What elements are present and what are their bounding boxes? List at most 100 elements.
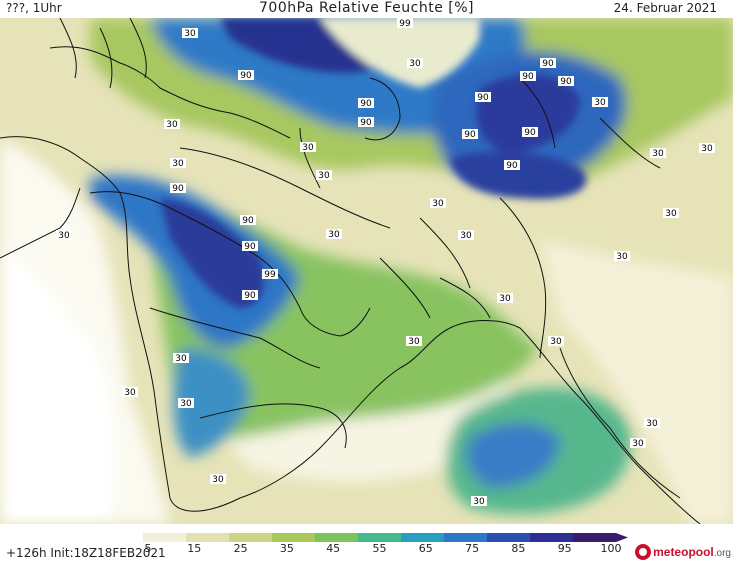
color-scale-bin (100, 533, 144, 542)
core-gulf (160, 198, 264, 308)
svg-text:90: 90 (524, 128, 536, 138)
svg-text:30: 30 (58, 231, 70, 241)
svg-text:30: 30 (701, 144, 713, 154)
dry-area-east (540, 238, 733, 524)
svg-text:30: 30 (328, 230, 340, 240)
svg-text:90: 90 (477, 93, 489, 103)
map-footer: 5 15 25 35 45 55 65 75 85 95 100 +126h Init:18Z18F… (0, 524, 733, 566)
label-30-w: 30 (471, 496, 487, 507)
svg-text:30: 30 (172, 159, 184, 169)
label-30-n: 30 (326, 229, 342, 240)
color-scale-arrow (616, 533, 628, 542)
color-scale-bin (272, 533, 316, 542)
coastlines (0, 18, 701, 524)
svg-text:30: 30 (665, 209, 677, 219)
svg-text:30: 30 (212, 475, 224, 485)
color-scale-bin (143, 533, 187, 542)
label-30-u: 30 (210, 474, 226, 485)
label-90-m: 90 (242, 290, 258, 301)
svg-text:30: 30 (652, 149, 664, 159)
color-scale-bin (358, 533, 402, 542)
label-30-d: 30 (56, 230, 72, 241)
label-90-l: 90 (242, 241, 258, 252)
color-scale-tick-label: 100 (600, 542, 622, 555)
color-scale-bin (444, 533, 488, 542)
valid-time-label: ???, 1Uhr (6, 1, 62, 15)
svg-text:30: 30 (409, 59, 421, 69)
svg-text:90: 90 (542, 59, 554, 69)
label-30-b: 30 (164, 119, 180, 130)
humidity-core (160, 18, 587, 308)
svg-text:90: 90 (360, 99, 372, 109)
color-scale-tick-label: 75 (465, 542, 480, 555)
color-scale-tick-label: 65 (418, 542, 433, 555)
label-90-b: 90 (358, 98, 374, 109)
svg-text:90: 90 (244, 291, 256, 301)
label-30-y: 30 (630, 438, 646, 449)
svg-text:30: 30 (473, 497, 485, 507)
svg-text:30: 30 (432, 199, 444, 209)
color-scale-tick-label: 5 (144, 542, 152, 555)
svg-text:30: 30 (166, 120, 178, 130)
label-90-h: 90 (522, 127, 538, 138)
wet-area-sea (466, 423, 560, 488)
label-30-s: 30 (173, 353, 189, 364)
label-30-q: 30 (548, 336, 564, 347)
svg-text:30: 30 (646, 419, 658, 429)
label-90-k: 90 (240, 215, 256, 226)
color-scale-tick-label: 55 (372, 542, 387, 555)
label-90-j: 90 (170, 183, 186, 194)
svg-text:30: 30 (408, 337, 420, 347)
label-90-d: 90 (540, 58, 556, 69)
humidity-map: 99 90 90 90 90 90 90 90 90 90 90 90 90 9… (0, 18, 733, 524)
label-30-e: 30 (300, 142, 316, 153)
svg-text:30: 30 (124, 388, 136, 398)
label-99-gulf: 99 (262, 269, 278, 280)
color-scale-bin (530, 533, 574, 542)
run-info: +126h Init:18Z18FEB2021 (6, 546, 166, 560)
svg-text:30: 30 (460, 231, 472, 241)
color-scale-tick-label: 95 (557, 542, 572, 555)
svg-text:90: 90 (560, 77, 572, 87)
svg-text:30: 30 (318, 171, 330, 181)
logo-icon (635, 544, 652, 560)
label-30-a: 30 (182, 28, 198, 39)
label-30-o: 30 (614, 251, 630, 262)
label-30-r: 30 (406, 336, 422, 347)
svg-text:30: 30 (180, 399, 192, 409)
color-scale-tick-label: 15 (187, 542, 202, 555)
color-scale-bin (573, 533, 617, 542)
map-title: 700hPa Relative Feuchte [%] (259, 0, 474, 16)
svg-text:30: 30 (632, 439, 644, 449)
label-30-k: 30 (663, 208, 679, 219)
svg-text:30: 30 (550, 337, 562, 347)
color-scale-bin (401, 533, 445, 542)
forecast-date: 24. Februar 2021 (613, 1, 717, 15)
label-30-h: 30 (592, 97, 608, 108)
svg-text:30: 30 (184, 29, 196, 39)
svg-text:90: 90 (506, 161, 518, 171)
contour-labels: 99 90 90 90 90 90 90 90 90 90 90 90 90 9… (56, 18, 715, 507)
meteopool-logo[interactable]: meteopool.org (635, 542, 731, 562)
label-90-i: 90 (504, 160, 520, 171)
label-30-x: 30 (178, 398, 194, 409)
label-30-t: 30 (122, 387, 138, 398)
color-scale-tick-label: 45 (326, 542, 341, 555)
svg-text:90: 90 (522, 72, 534, 82)
color-scale-bin (229, 533, 273, 542)
svg-text:30: 30 (499, 294, 511, 304)
label-90-e: 90 (558, 76, 574, 87)
logo-text: meteopool.org (653, 545, 731, 559)
svg-text:30: 30 (594, 98, 606, 108)
map-header: ???, 1Uhr 700hPa Relative Feuchte [%] 24… (0, 0, 733, 18)
label-30-p: 30 (497, 293, 513, 304)
label-90-g: 90 (462, 129, 478, 140)
color-scale-tick-label: 25 (233, 542, 248, 555)
label-30-j: 30 (699, 143, 715, 154)
label-30-g: 30 (407, 58, 423, 69)
label-90-f: 90 (520, 71, 536, 82)
color-scale (100, 533, 628, 542)
dry-area-west (0, 248, 114, 524)
svg-text:90: 90 (464, 130, 476, 140)
label-30-i: 30 (650, 148, 666, 159)
